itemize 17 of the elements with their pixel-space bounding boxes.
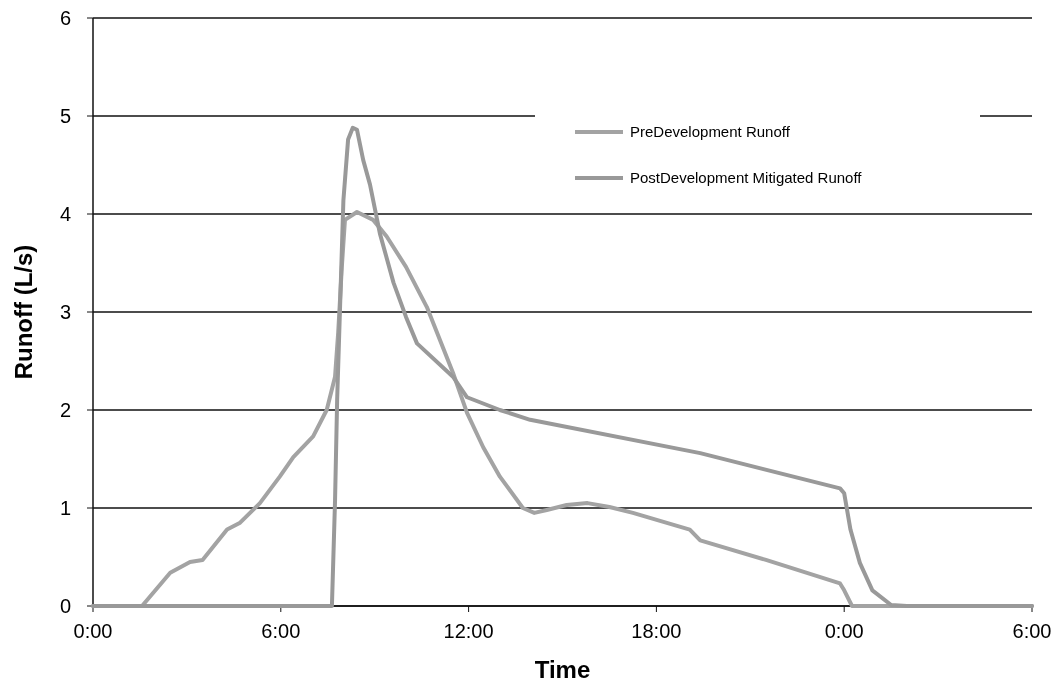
y-tick-label: 3 <box>59 301 71 323</box>
x-tick-label: 0:00 <box>73 620 113 642</box>
y-axis-title: Runoff (L/s) <box>10 244 37 380</box>
x-tick-label: 6:00 <box>1012 620 1052 642</box>
y-tick-label: 2 <box>59 399 71 421</box>
y-tick-label: 6 <box>59 7 71 29</box>
x-axis-title: Time <box>534 656 591 683</box>
y-tick-label: 1 <box>59 497 71 519</box>
y-tick-label: 4 <box>59 203 71 225</box>
legend-label: PostDevelopment Mitigated Runoff <box>630 169 863 187</box>
x-tick-label: 6:00 <box>261 620 301 642</box>
y-tick-label: 5 <box>59 105 71 127</box>
x-tick-label: 18:00 <box>631 620 682 642</box>
legend-label: PreDevelopment Runoff <box>630 123 791 141</box>
y-tick-label: 0 <box>59 595 71 617</box>
x-tick-label: 12:00 <box>443 620 494 642</box>
x-tick-label: 0:00 <box>824 620 864 642</box>
